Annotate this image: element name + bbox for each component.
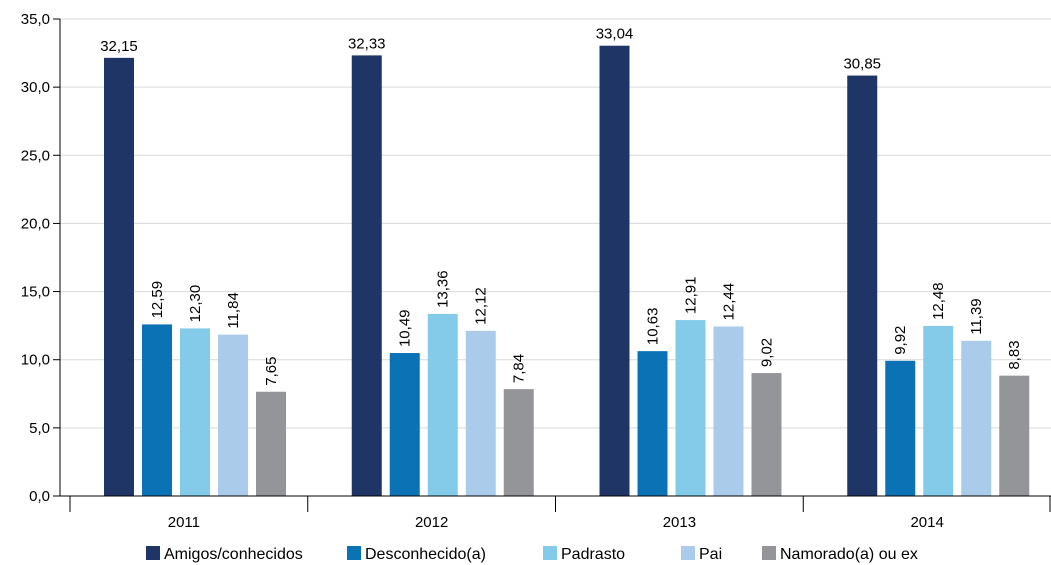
x-tick-label: 2014 [910,514,943,531]
bar-2011-3 [218,334,248,496]
data-label: 7,65 [263,357,280,386]
data-label: 33,04 [596,26,634,43]
legend-swatch-3 [681,546,695,560]
y-tick-label: 0,0 [29,488,50,505]
legend: Amigos/conhecidos Desconhecido(a) Padrasto… [146,546,918,563]
bar-2013-0 [599,45,630,496]
data-label: 10,63 [645,308,662,346]
bar-2011-2 [180,328,210,496]
bar-2014-4 [999,375,1030,496]
y-axis-ticks: 0,0 5,0 10,0 15,0 20,0 25,0 30,0 35,0 [21,11,61,505]
bar-2012-2 [427,313,458,496]
y-tick-label: 20,0 [21,215,50,232]
bar-2013-1 [637,351,668,496]
data-label: 32,33 [348,35,386,52]
x-tick-label: 2013 [663,514,696,531]
legend-entry-2: Padrasto [561,546,625,563]
legend-swatch-2 [543,546,557,560]
legend-entry-4: Namorado(a) ou ex [780,546,918,563]
y-tick-label: 35,0 [21,11,50,28]
data-label: 12,91 [683,277,700,315]
bar-2014-3 [961,340,992,496]
bar-2012-1 [389,353,420,496]
legend-swatch-4 [762,546,776,560]
legend-swatch-0 [146,546,160,560]
y-tick-label: 25,0 [21,147,50,164]
bar-2012-3 [465,330,496,496]
legend-swatch-1 [347,546,361,560]
data-label: 11,39 [968,298,985,334]
data-label: 12,30 [187,285,204,323]
legend-entry-3: Pai [699,546,722,563]
data-label: 12,48 [930,282,947,320]
data-label: 7,84 [511,354,528,383]
data-label: 12,12 [473,287,490,325]
bar-2011-1 [142,324,172,496]
data-label: 9,92 [892,326,909,355]
bar-2013-3 [713,326,744,496]
data-label: 12,59 [149,281,166,319]
y-tick-label: 10,0 [21,352,50,369]
bar-2013-4 [751,373,782,496]
bar-2012-4 [503,389,534,496]
data-label: 30,85 [843,56,881,73]
y-tick-label: 30,0 [21,79,50,96]
x-axis: 2011 2012 2013 2014 [60,495,1051,531]
data-label: 12,44 [721,283,738,321]
bar-2014-1 [885,360,916,496]
y-tick-label: 5,0 [29,420,50,437]
data-label: 8,83 [1006,340,1023,369]
legend-entry-0: Amigos/conhecidos [164,546,303,563]
data-label: 32,15 [100,38,138,55]
bar-2014-2 [923,325,954,496]
bar-2012-0 [351,55,382,497]
bar-2011-0 [104,57,134,496]
data-label: 9,02 [759,338,776,367]
x-tick-label: 2011 [168,514,200,531]
bar-2013-2 [675,320,706,496]
data-label: 11,84 [225,292,242,328]
data-label: 10,49 [397,309,414,347]
bars [104,45,1030,497]
data-labels: 32,15 12,59 12,30 11,84 7,65 32,33 10,49 13,36 1… [100,26,1023,386]
data-label: 13,36 [435,270,452,308]
bar-2014-0 [847,75,878,497]
bar-2011-4 [256,391,286,496]
x-tick-label: 2012 [415,514,448,531]
y-tick-label: 15,0 [21,284,50,301]
legend-entry-1: Desconhecido(a) [365,546,486,563]
